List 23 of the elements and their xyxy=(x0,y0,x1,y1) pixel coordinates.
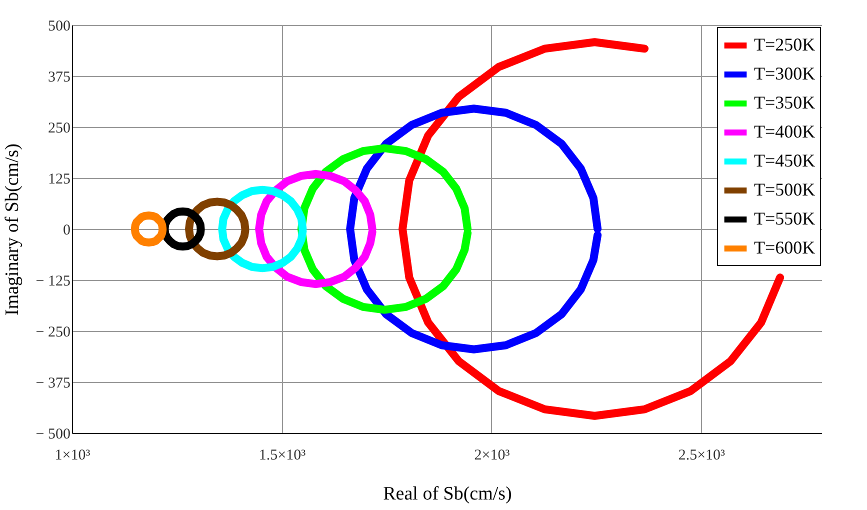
y-tick-label: 500 xyxy=(48,18,70,34)
legend-label: T=600K xyxy=(754,238,816,258)
y-tick-label: − 500 xyxy=(36,426,70,442)
legend-label: T=400K xyxy=(754,122,816,142)
y-tick-label: 250 xyxy=(48,120,70,136)
y-tick-label: 0 xyxy=(63,222,70,238)
legend-label: T=550K xyxy=(754,208,816,228)
x-tick-label: 1×10³ xyxy=(54,448,91,464)
y-tick-label: − 125 xyxy=(36,274,70,290)
legend-label: T=300K xyxy=(754,64,816,84)
y-tick-label: 375 xyxy=(48,70,70,86)
y-tick-label: 125 xyxy=(48,172,70,188)
y-tick-label: − 375 xyxy=(36,376,70,392)
x-tick-label: 2×10³ xyxy=(474,448,510,464)
y-tick-label: − 250 xyxy=(36,324,70,340)
legend-label: T=250K xyxy=(754,34,816,54)
x-axis-title: Real of Sb(cm/s) xyxy=(383,484,512,504)
legend-label: T=500K xyxy=(754,180,816,200)
y-axis-title: Imaginary of Sb(cm/s) xyxy=(2,143,23,316)
legend-label: T=350K xyxy=(754,92,816,112)
legend-label: T=450K xyxy=(754,150,816,170)
x-tick-label: 2.5×10³ xyxy=(678,448,726,464)
x-tick-label: 1.5×10³ xyxy=(258,448,306,464)
